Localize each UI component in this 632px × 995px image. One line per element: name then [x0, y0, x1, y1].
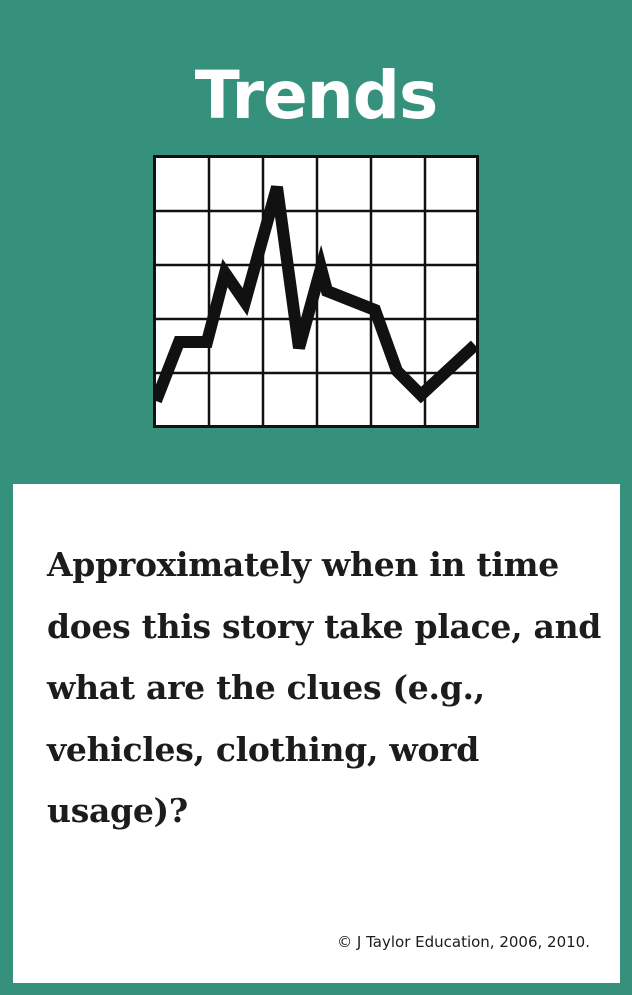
card-title: Trends [194, 57, 439, 134]
question-text: Approximately when in time does this sto… [47, 545, 602, 830]
copyright-notice: © J Taylor Education, 2006, 2010. [337, 933, 590, 951]
line-chart-icon [153, 155, 479, 428]
question-panel: Approximately when in time does this sto… [13, 484, 620, 983]
